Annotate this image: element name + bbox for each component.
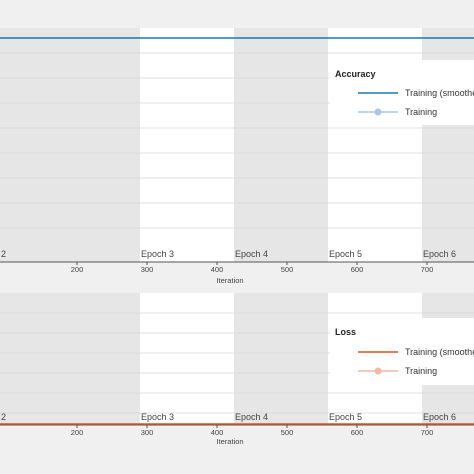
x-tick-label: 700 (421, 265, 434, 274)
legend-label: Training (smoothed) (405, 88, 474, 98)
epoch-band (0, 28, 140, 262)
x-tick-label: 300 (141, 265, 154, 274)
x-tick-label: 500 (281, 265, 294, 274)
epoch-label: Epoch 4 (235, 412, 268, 422)
x-tick-label: 700 (421, 428, 434, 437)
x-tick-label: 600 (351, 265, 364, 274)
legend-label: Training (405, 366, 437, 376)
epoch-band (234, 293, 328, 425)
legend: Accuracy Training (smoothed) Training (330, 60, 474, 125)
legend-label: Training (405, 107, 437, 117)
x-tick-label: 600 (351, 428, 364, 437)
x-tick-label: 200 (71, 428, 84, 437)
epoch-label: 2 (1, 412, 6, 422)
x-tick-label: 300 (141, 428, 154, 437)
legend-marker (374, 367, 382, 375)
epoch-label: Epoch 5 (329, 249, 362, 259)
epoch-band (234, 28, 328, 262)
x-axis-label: Iteration (216, 437, 243, 446)
x-tick-label: 400 (211, 428, 224, 437)
legend-label: Training (smoothed) (405, 347, 474, 357)
epoch-label: Epoch 3 (141, 412, 174, 422)
epoch-label: 2 (1, 249, 6, 259)
x-tick-label: 500 (281, 428, 294, 437)
epoch-band (0, 293, 140, 425)
x-axis-label: Iteration (216, 276, 243, 285)
legend-title: Loss (335, 327, 356, 337)
epoch-label: Epoch 4 (235, 249, 268, 259)
epoch-label: Epoch 6 (423, 412, 456, 422)
legend-marker (374, 108, 382, 116)
legend-title: Accuracy (335, 69, 376, 79)
epoch-label: Epoch 6 (423, 249, 456, 259)
legend-box (330, 60, 474, 125)
x-tick-label: 200 (71, 265, 84, 274)
legend-box (330, 318, 474, 385)
legend: Loss Training (smoothed) Training (330, 318, 474, 385)
x-tick-label: 400 (211, 265, 224, 274)
epoch-label: Epoch 3 (141, 249, 174, 259)
chart-loss: 200300400500600700800Iteration2Epoch 3Ep… (0, 293, 474, 446)
chart-accuracy: 200300400500600700800Iteration2Epoch 3Ep… (0, 28, 474, 285)
epoch-label: Epoch 5 (329, 412, 362, 422)
